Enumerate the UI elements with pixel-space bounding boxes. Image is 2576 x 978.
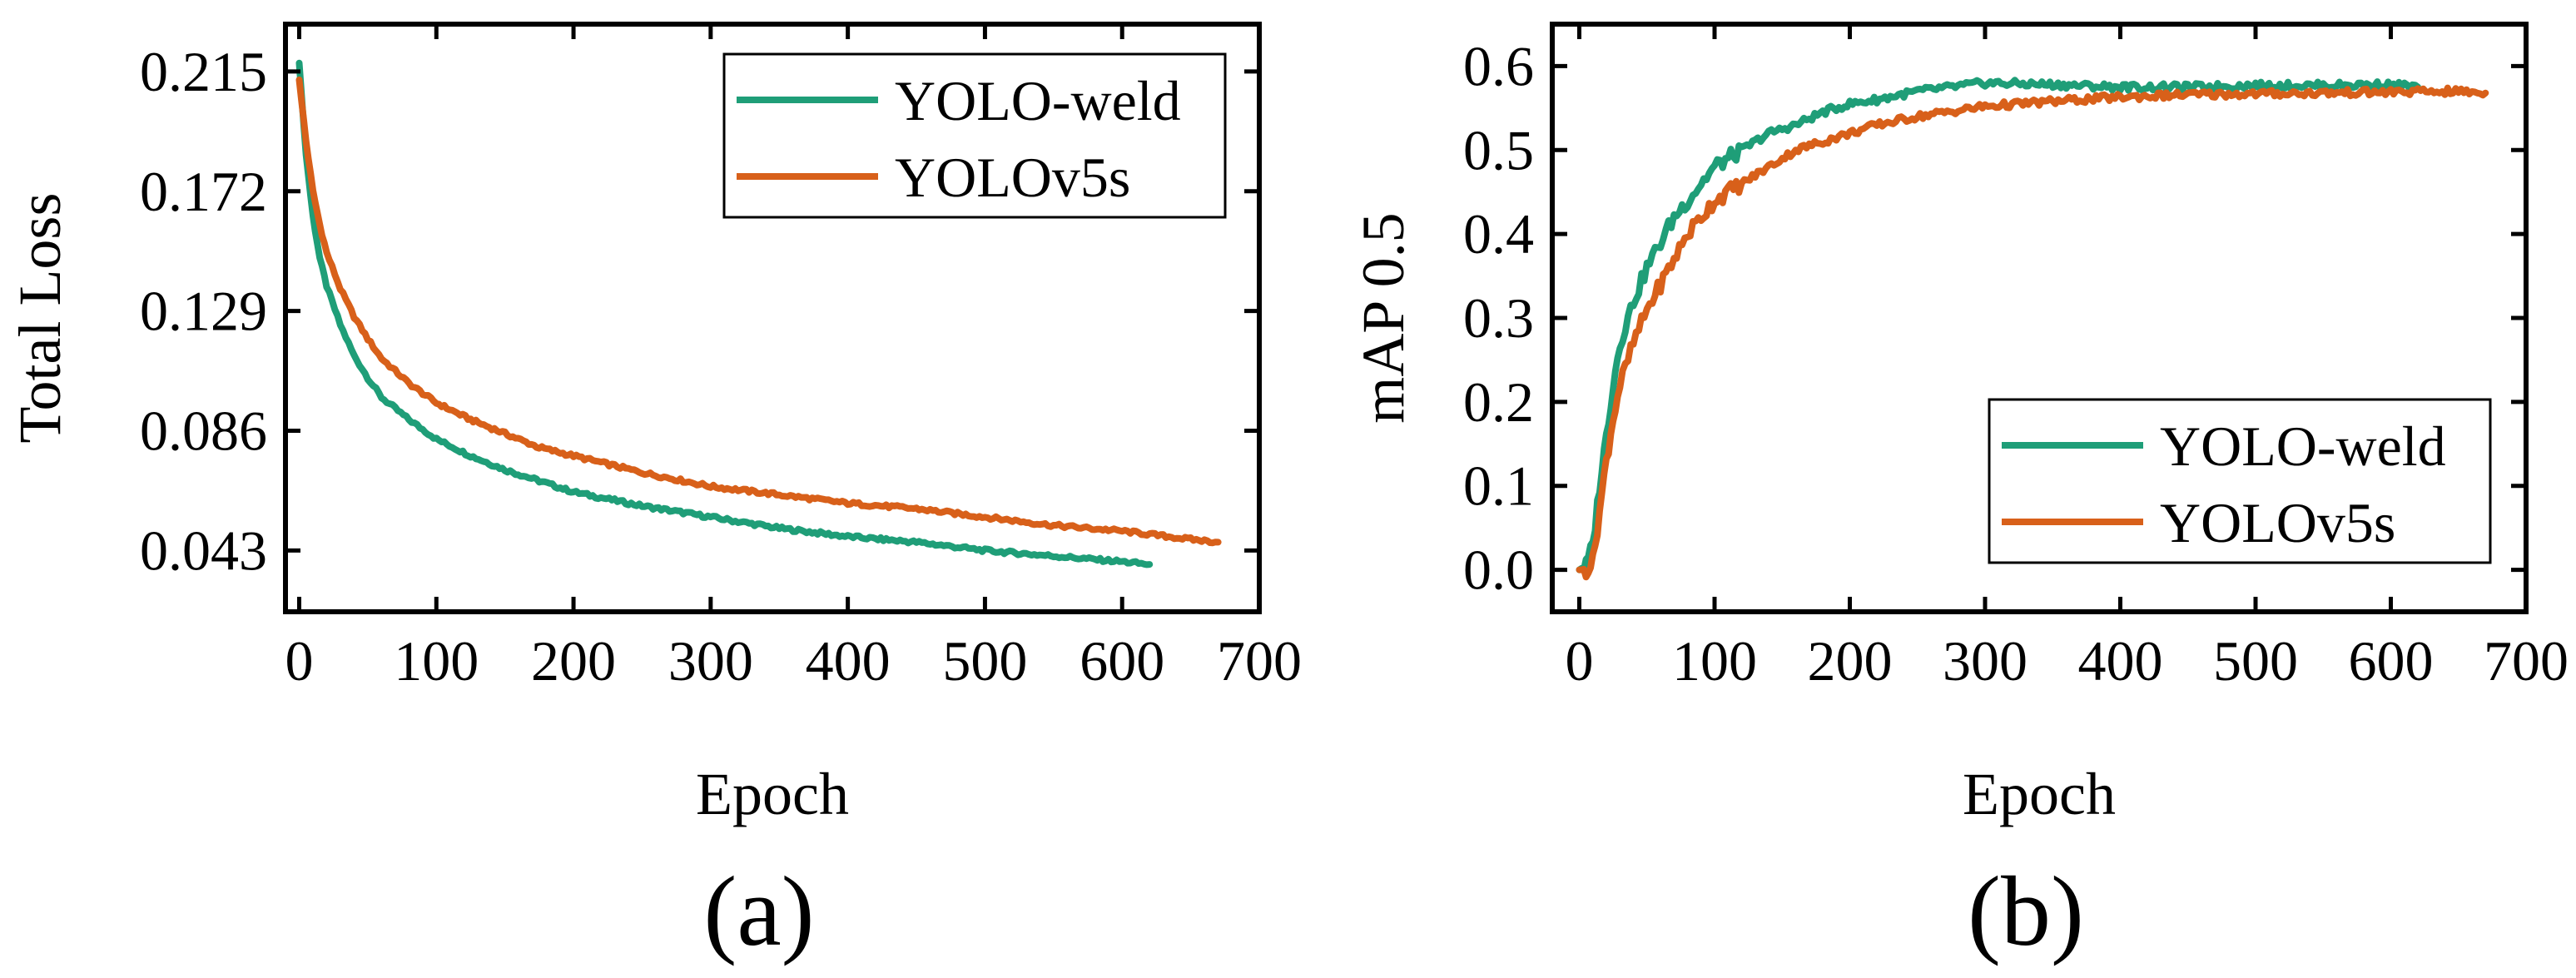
- chart-b-ytick-label: 0.6: [1463, 34, 1534, 97]
- chart-a-xtick-label: 700: [1217, 629, 1302, 693]
- chart-b-ytick-label: 0.1: [1463, 454, 1534, 518]
- chart-b-panel-label: (b): [1968, 856, 2084, 966]
- chart-a-ytick-label: 0.129: [140, 280, 267, 343]
- chart-a-legend-label-yolov5s: YOLOv5s: [895, 146, 1130, 209]
- chart-b-xtick-label: 0: [1566, 629, 1594, 693]
- chart-a-ticks: 0 100 200 300 400 500 600 700 0.043 0.086 0.129 0.1…: [140, 24, 1302, 693]
- chart-b-xtick-label: 600: [2349, 629, 2434, 693]
- chart-a-series-group: [295, 59, 1222, 568]
- chart-a-legend-box: [722, 52, 1227, 219]
- chart-a-xtick-label: 400: [806, 629, 891, 693]
- chart-a-xtick-label: 100: [394, 629, 479, 693]
- chart-a-frame: [283, 22, 1262, 614]
- chart-b: 0 100 200 300 400 500 600 700 0.0 0.1 0.2 0.3 0.4 0.5…: [1350, 22, 2569, 966]
- chart-b-xtick-label: 200: [1808, 629, 1893, 693]
- chart-a-legend: YOLO-weld YOLOv5s: [722, 52, 1227, 219]
- chart-b-legend-label-yolo-weld: YOLO-weld: [2160, 415, 2446, 478]
- chart-b-xtick-label: 300: [1943, 629, 2028, 693]
- chart-b-ytick-label: 0.0: [1463, 539, 1534, 602]
- chart-b-ytick-label: 0.5: [1463, 118, 1534, 181]
- chart-b-ytick-label: 0.3: [1463, 286, 1534, 350]
- chart-a-ytick-label: 0.172: [140, 160, 267, 223]
- chart-b-series-yolov5s: [1576, 84, 2489, 581]
- chart-b-xtick-label: 400: [2078, 629, 2163, 693]
- chart-b-xtick-label: 100: [1672, 629, 1757, 693]
- chart-a-series-yolov5s: [295, 76, 1222, 547]
- chart-b-ytick-label: 0.4: [1463, 202, 1534, 266]
- chart-b-xtick-label: 700: [2484, 629, 2569, 693]
- chart-b-xlabel: Epoch: [1963, 761, 2116, 827]
- chart-a-xtick-label: 600: [1080, 629, 1164, 693]
- chart-a-legend-label-yolo-weld: YOLO-weld: [895, 69, 1181, 132]
- chart-b-legend: YOLO-weld YOLOv5s: [1988, 398, 2492, 564]
- chart-a-xtick-label: 0: [285, 629, 313, 693]
- chart-b-ytick-label: 0.2: [1463, 370, 1534, 434]
- chart-b-ticks: 0 100 200 300 400 500 600 700 0.0 0.1 0.2 0.3 0.4 0.5…: [1463, 24, 2569, 693]
- chart-a-xtick-label: 300: [668, 629, 753, 693]
- chart-a-panel-label: (a): [703, 856, 814, 966]
- chart-a-ytick-label: 0.043: [140, 519, 267, 582]
- chart-b-legend-box: [1988, 398, 2492, 564]
- chart-a-xtick-label: 200: [531, 629, 616, 693]
- chart-a: 0 100 200 300 400 500 600 700 0.043 0.086 0.129 0.1…: [7, 22, 1302, 966]
- chart-a-ytick-label: 0.215: [140, 40, 267, 103]
- chart-b-ylabel: mAP 0.5: [1350, 212, 1417, 423]
- chart-a-series-yolo-weld: [295, 59, 1154, 568]
- chart-a-ytick-label: 0.086: [140, 400, 267, 463]
- chart-b-xtick-label: 500: [2213, 629, 2298, 693]
- chart-a-ylabel: Total Loss: [7, 193, 73, 444]
- chart-b-legend-label-yolov5s: YOLOv5s: [2160, 491, 2395, 554]
- chart-b-series-yolo-weld: [1576, 77, 2421, 573]
- chart-a-xtick-label: 500: [942, 629, 1027, 693]
- chart-b-series-group: [1576, 77, 2489, 581]
- chart-a-xlabel: Epoch: [696, 761, 849, 827]
